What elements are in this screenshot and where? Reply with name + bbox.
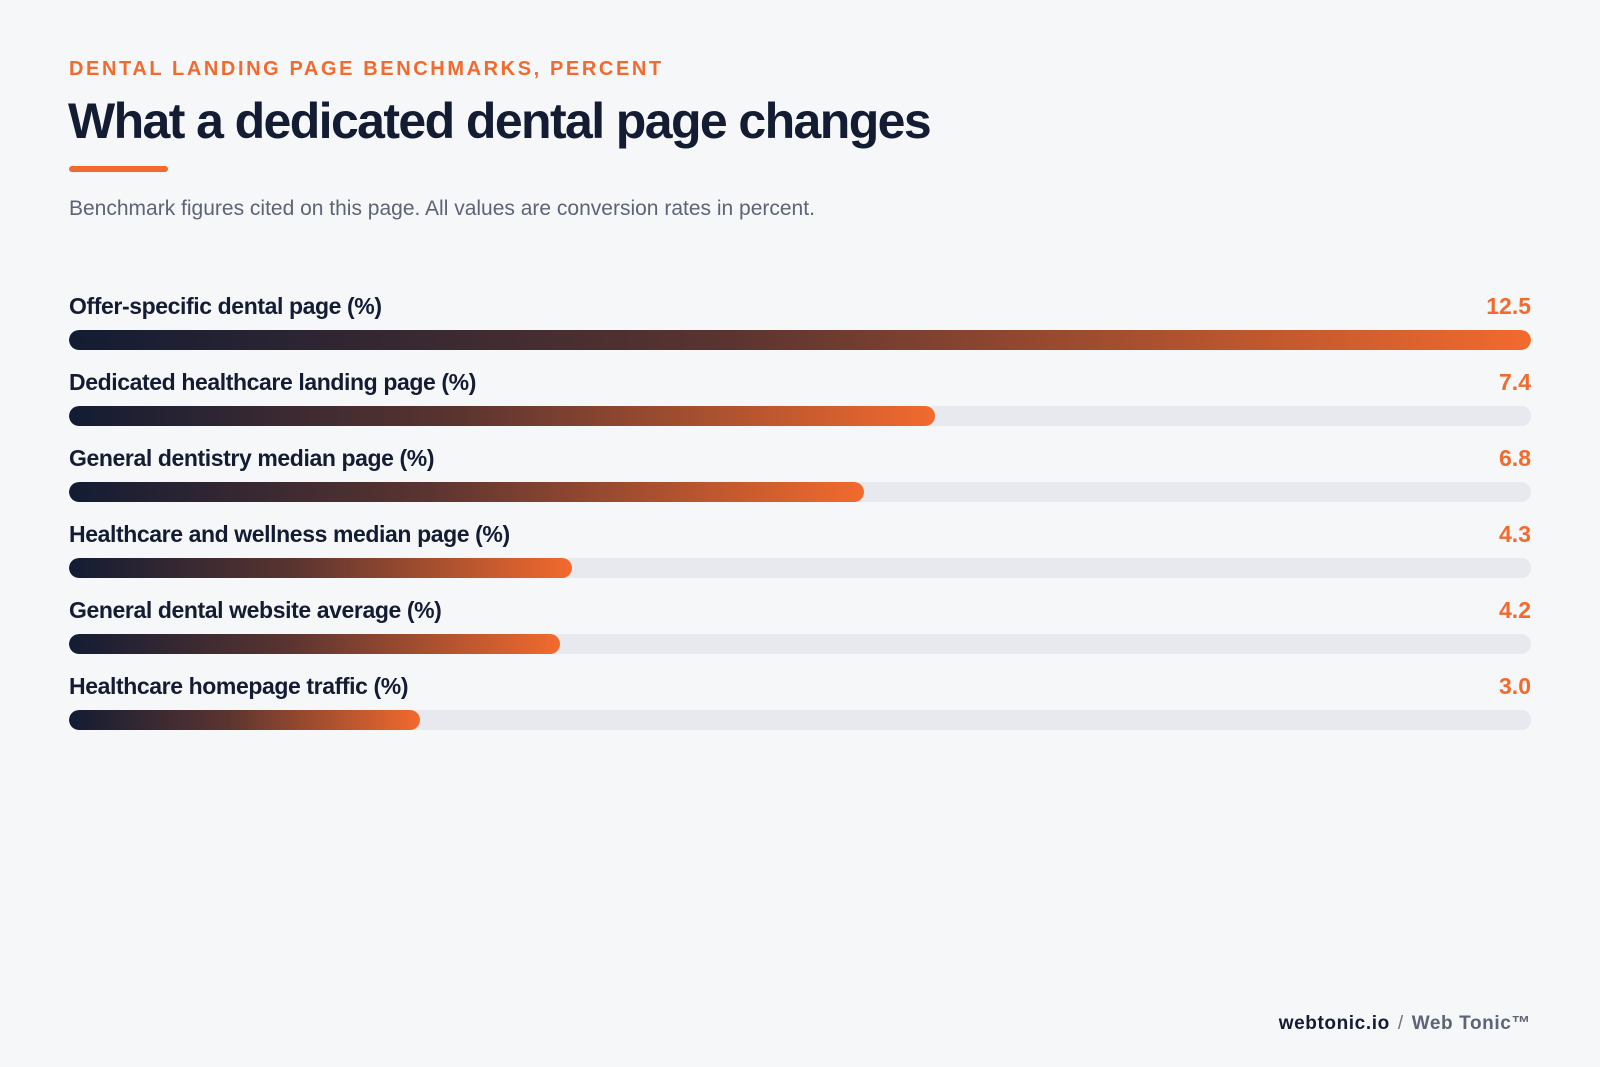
bar-label: Healthcare and wellness median page (%) [69,521,510,547]
bar-label: General dental website average (%) [69,597,442,623]
bar-track [69,406,1531,426]
footer-brand: Web Tonic™ [1411,1013,1531,1034]
bar-value-label: 4.2 [1499,597,1531,623]
bar-value-label: 3.0 [1499,673,1531,699]
bar-row: Healthcare and wellness median page (%) 4… [69,521,1531,581]
bar-value-label: 7.4 [1499,369,1531,395]
footer-separator: / [1397,1013,1404,1034]
bar-row: General dental website average (%) 4.2 [69,597,1531,657]
bar [69,406,935,426]
footer-site[interactable]: webtonic.io [1278,1013,1390,1034]
bar-value-label: 12.5 [1486,293,1531,319]
bar-track [69,482,1531,502]
chart-subtitle: Benchmark figures cited on this page. Al… [69,197,815,220]
bar-track [69,634,1531,654]
chart-title: What a dedicated dental page changes [68,93,932,149]
title-accent-rule [69,166,168,172]
bar-row: Dedicated healthcare landing page (%) 7.4 [69,369,1531,429]
bar-value-label: 4.3 [1499,521,1531,547]
bar [69,634,560,654]
bar-label: General dentistry median page (%) [69,445,435,471]
bar-row: General dentistry median page (%) 6.8 [69,445,1531,505]
bar [69,330,1531,350]
bar-track [69,710,1531,730]
bar [69,558,572,578]
chart-kicker: DENTAL LANDING PAGE BENCHMARKS, PERCENT [69,58,664,80]
bar [69,482,864,502]
bar-row: Offer-specific dental page (%) 12.5 [69,293,1531,353]
bar [69,710,420,730]
bar-row: Healthcare homepage traffic (%) 3.0 [69,673,1531,733]
bar-label: Healthcare homepage traffic (%) [69,673,409,699]
bar-value-label: 6.8 [1499,445,1531,471]
footer-credit: webtonic.io / Web Tonic™ [1279,1013,1531,1035]
bar-label: Offer-specific dental page (%) [69,293,382,319]
bar-label: Dedicated healthcare landing page (%) [69,369,476,395]
bar-track [69,558,1531,578]
bar-track [69,330,1531,350]
